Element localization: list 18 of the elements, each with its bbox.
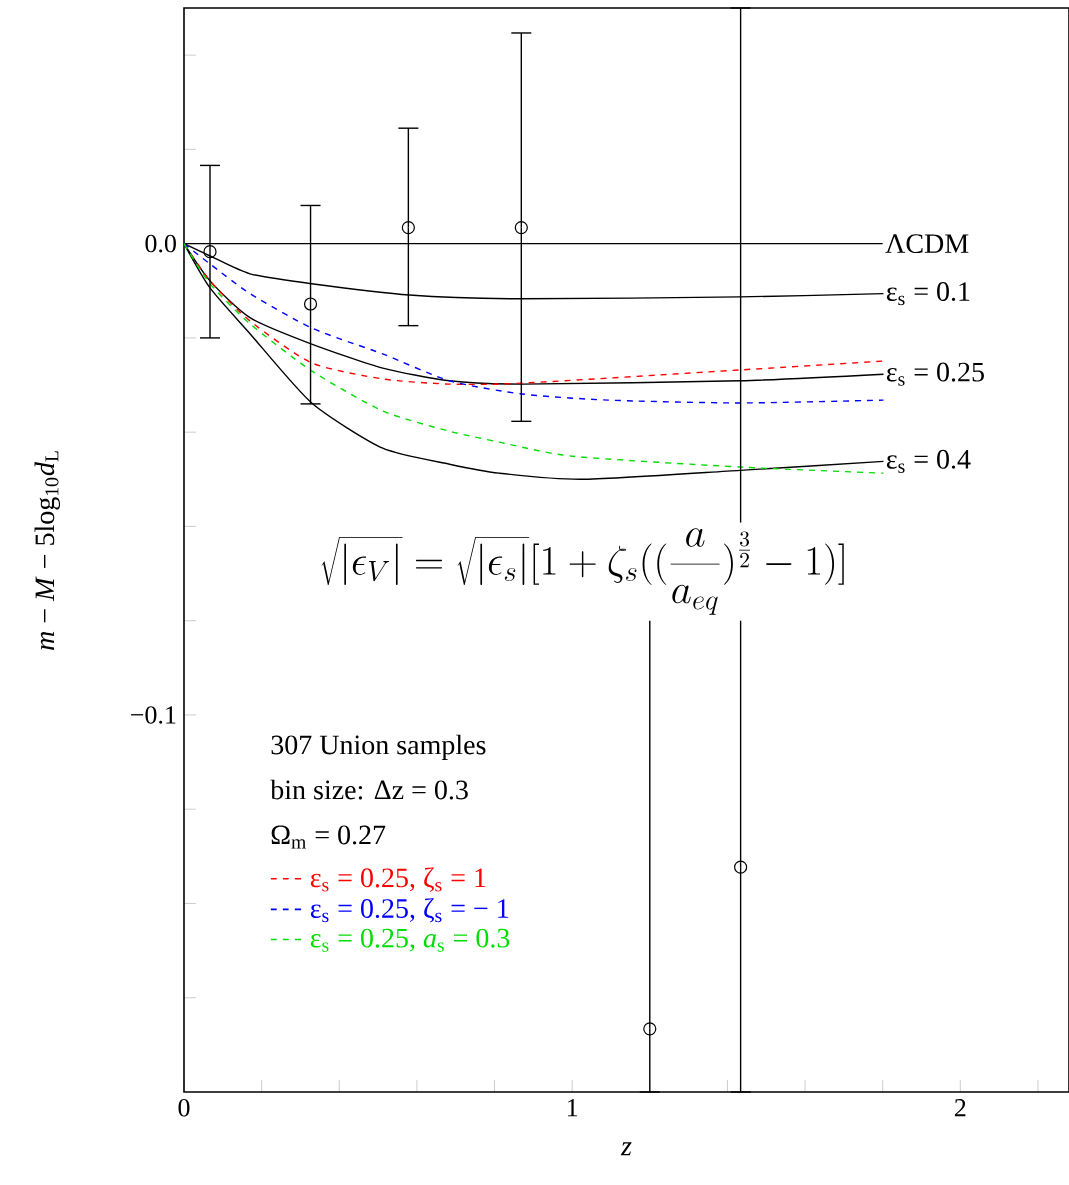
series-label: ε$_{s}$ = 0.25 — [886, 362, 984, 386]
series-label: ΛCDM — [885, 234, 969, 254]
legend-label: ε$_{s}$ = 0.25, ζ$_{s}$ = 1 — [310, 867, 486, 892]
annotation: Ω$_{m}$ = 0.27 — [271, 825, 386, 849]
x-axis-title: z — [620, 1142, 632, 1156]
annotation: bin size: Δz = 0.3 — [270, 779, 468, 800]
annotation: $\sqrt{|\epsilon_V|} = \sqrt{|\epsilon_s|}[1+\zeta_s((\frac{a}{a_{eq}})^{\frac{3}{2}}-1)]$ — [321, 528, 844, 615]
y-axis-title: m − M − 5log$_{10}$d$_{L}$ — [34, 451, 61, 650]
y-tick-label: 0.0 — [145, 234, 176, 253]
series-label: ε$_{s}$ = 0.1 — [886, 282, 970, 306]
series-label: ε$_{s}$ = 0.4 — [886, 449, 971, 473]
annotation: 307 Union samples — [271, 734, 486, 761]
y-tick-label: −0.1 — [131, 706, 176, 724]
legend-label: ε$_{s}$ = 0.25, a$_{s}$ = 0.3 — [310, 928, 510, 952]
x-tick-label: 1 — [567, 1099, 578, 1117]
x-tick-label: 0 — [178, 1099, 190, 1117]
x-tick-label: 2 — [954, 1099, 966, 1117]
legend-label: ε$_{s}$ = 0.25, ζ$_{s}$ = − 1 — [310, 898, 509, 923]
